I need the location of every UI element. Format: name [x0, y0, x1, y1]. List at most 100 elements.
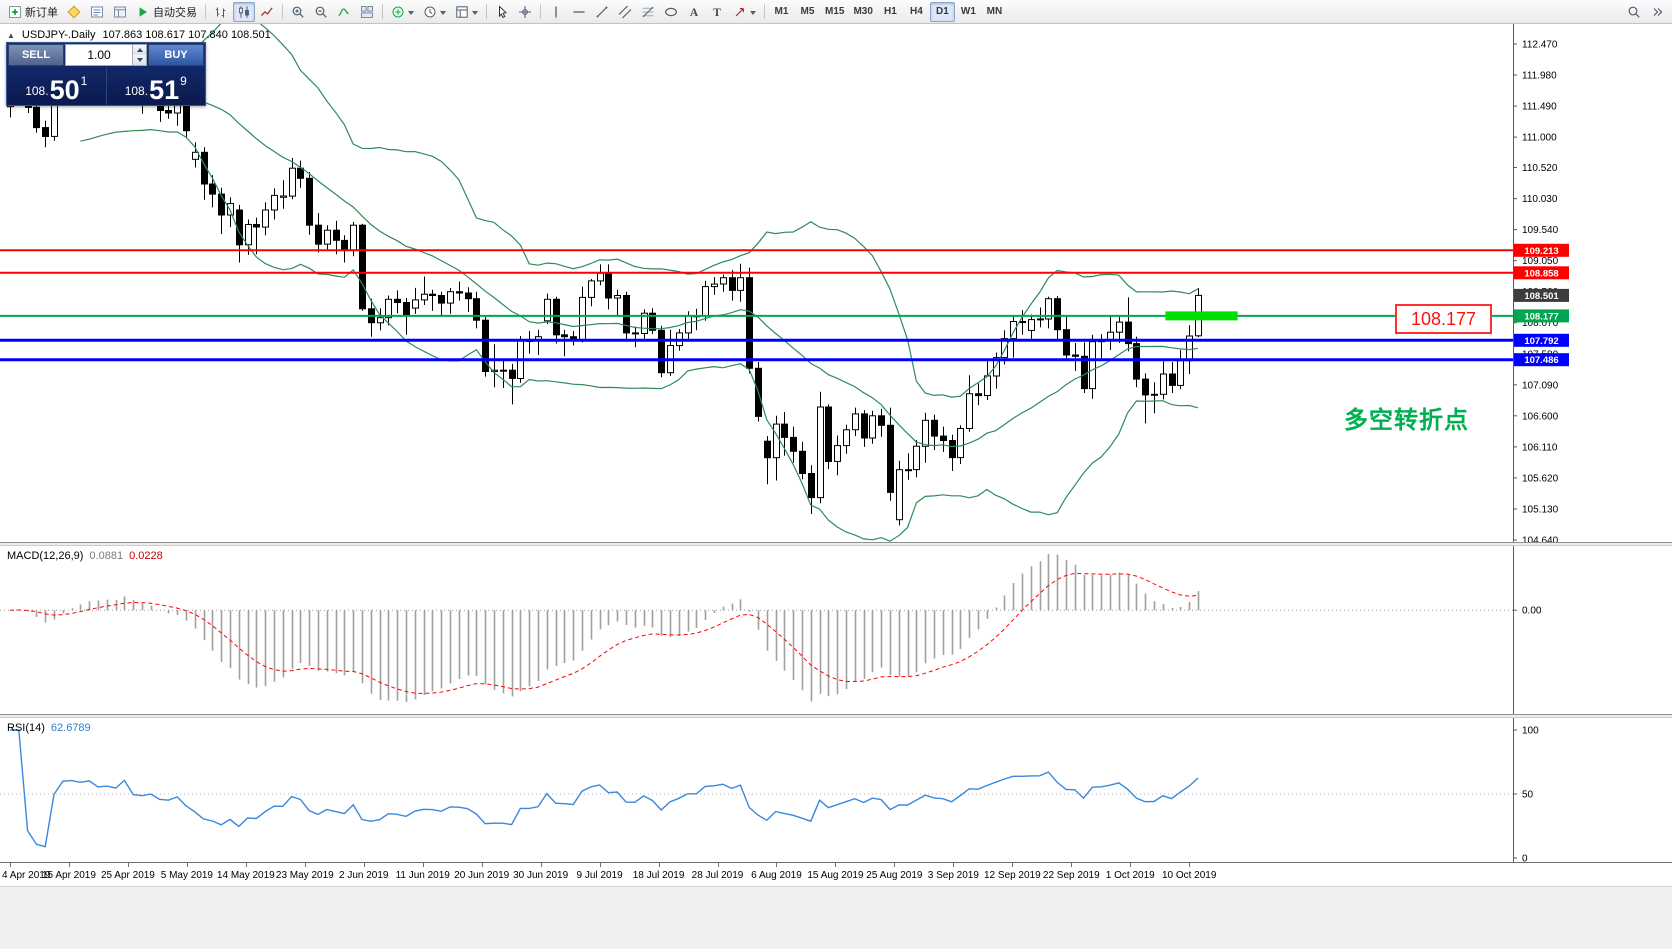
rsi-axis-label: 50 — [1522, 790, 1534, 801]
trendline-icon — [596, 6, 608, 17]
toolbar-overflow-button[interactable] — [1646, 2, 1668, 22]
x-axis-label: 20 Jun 2019 — [454, 870, 510, 881]
price-tag-108.501 — [1514, 288, 1569, 302]
tile-windows-button[interactable] — [356, 2, 378, 22]
text-label-icon: T — [713, 7, 721, 19]
search-button[interactable] — [1623, 2, 1645, 22]
x-axis-label: 3 Sep 2019 — [927, 870, 979, 881]
date-axis[interactable]: 4 Apr 2019 15 Apr 2019 25 Apr 2019 5 May 20… — [0, 862, 1672, 887]
rsi-axis-label: 100 — [1522, 726, 1539, 737]
vertical-line-icon — [555, 6, 557, 17]
channel-button[interactable] — [614, 2, 636, 22]
volume-up-button[interactable] — [133, 45, 146, 55]
sell-button[interactable]: SELL — [8, 44, 64, 66]
sell-price-sup: 1 — [80, 74, 88, 88]
x-axis-label: 22 Sep 2019 — [1042, 870, 1100, 881]
bollinger-upper — [80, 24, 1199, 398]
toolbar: 新订单 自动交易 — [0, 0, 1672, 24]
x-axis-tick — [599, 863, 601, 867]
x-axis-tick — [835, 863, 837, 867]
timeframe-m30-button[interactable]: M30 — [849, 2, 876, 22]
price-axis-label: 107.090 — [1522, 380, 1559, 391]
x-axis-label: 12 Sep 2019 — [983, 870, 1041, 881]
sell-price[interactable]: 108. 50 1 — [7, 67, 106, 105]
timeframe-w1-button[interactable]: W1 — [956, 2, 981, 22]
volume-value[interactable]: 1.00 — [87, 48, 111, 62]
x-axis-label: 23 May 2019 — [275, 870, 334, 881]
price-pane[interactable]: 112.470 111.980 111.490 111.000 110.520 110.0… — [0, 24, 1672, 542]
timeframe-d1-button[interactable]: D1 — [929, 1, 955, 22]
cursor-button[interactable] — [491, 2, 513, 22]
rsi-value: 62.6789 — [50, 722, 91, 734]
new-order-button[interactable]: 新订单 — [4, 2, 62, 22]
one-click-toggle-icon[interactable]: ▲ — [7, 30, 15, 40]
candlestick-chart-button[interactable] — [233, 1, 255, 22]
x-axis-tick — [658, 863, 660, 867]
bar-chart-button[interactable] — [210, 2, 232, 22]
dropdown-caret-icon — [750, 10, 756, 18]
rsi-pane[interactable]: 100 50 0 — [0, 718, 1672, 862]
indicators-dropdown-button[interactable] — [387, 2, 418, 22]
volume-field[interactable]: 1.00 — [65, 44, 147, 66]
zoom-out-icon — [315, 6, 327, 18]
toolbar-separator — [764, 4, 765, 19]
svg-text:109.213: 109.213 — [1524, 246, 1558, 257]
timeframe-m5-button[interactable]: M5 — [795, 2, 820, 22]
trendline-button[interactable] — [591, 2, 613, 22]
autotrading-icon — [139, 6, 147, 17]
x-axis-tick — [10, 863, 11, 867]
price-callout-label[interactable]: 108.177 — [1395, 304, 1492, 334]
vertical-line-button[interactable] — [545, 2, 567, 22]
pane-separator[interactable] — [0, 714, 1672, 718]
horizontal-line-button[interactable] — [568, 2, 590, 22]
rsi-name: RSI(14) — [7, 722, 45, 734]
bollinger-middle — [80, 88, 1199, 448]
price-axis-label: 104.640 — [1522, 536, 1559, 543]
timeframe-m1-button[interactable]: M1 — [769, 2, 794, 22]
periods-dropdown-button[interactable] — [419, 2, 450, 22]
x-axis-label: 15 Aug 2019 — [807, 870, 864, 881]
crosshair-button[interactable] — [514, 2, 536, 22]
text-button[interactable]: A — [683, 2, 705, 22]
buy-button[interactable]: BUY — [148, 44, 204, 66]
text-label-button[interactable]: T — [706, 2, 728, 22]
fibonacci-button[interactable] — [637, 2, 659, 22]
search-icon — [1628, 6, 1640, 18]
indicators-dropdown-icon — [392, 6, 404, 17]
timeframe-mn-button[interactable]: MN — [982, 2, 1007, 22]
chart-profile-button[interactable] — [63, 2, 85, 22]
turning-point-note[interactable]: 多空转折点 — [1344, 407, 1469, 434]
zoom-in-button[interactable] — [287, 2, 309, 22]
x-axis-tick — [717, 863, 719, 867]
x-axis-label: 11 Jun 2019 — [395, 870, 450, 881]
x-axis-label: 18 Jul 2019 — [632, 870, 685, 881]
timeframe-h1-button[interactable]: H1 — [878, 2, 903, 22]
price-axis-label: 106.110 — [1522, 442, 1558, 453]
arrows-button[interactable] — [729, 2, 760, 22]
market-watch-icon — [91, 6, 103, 17]
symbol-name: USDJPY-.Daily — [21, 29, 96, 41]
volume-down-button[interactable] — [133, 55, 146, 65]
indicators-wizard-button[interactable] — [333, 2, 355, 22]
timeframe-m15-button[interactable]: M15 — [821, 2, 848, 22]
x-axis-tick — [422, 863, 424, 867]
data-window-button[interactable] — [109, 2, 131, 22]
x-axis-tick — [481, 863, 483, 867]
zoom-out-button[interactable] — [310, 2, 332, 22]
price-axis-label: 111.000 — [1522, 133, 1557, 144]
svg-text:108.858: 108.858 — [1524, 268, 1558, 279]
timeframe-h4-button[interactable]: H4 — [904, 2, 929, 22]
macd-pane[interactable]: 0.53770.00-0.7823 — [0, 546, 1672, 714]
line-chart-button[interactable] — [256, 2, 278, 22]
market-watch-button[interactable] — [86, 2, 108, 22]
dropdown-caret-icon — [408, 10, 414, 18]
autotrading-button[interactable]: 自动交易 — [132, 2, 201, 22]
x-axis-label: 9 Jul 2019 — [576, 870, 623, 881]
sell-price-big: 50 — [49, 75, 80, 106]
pane-separator[interactable] — [0, 542, 1672, 546]
svg-text:108.501: 108.501 — [1524, 291, 1559, 302]
templates-dropdown-button[interactable] — [451, 2, 482, 22]
x-axis-label: 14 May 2019 — [216, 870, 275, 881]
buy-price[interactable]: 108. 51 9 — [105, 67, 206, 105]
shapes-button[interactable] — [660, 2, 682, 22]
